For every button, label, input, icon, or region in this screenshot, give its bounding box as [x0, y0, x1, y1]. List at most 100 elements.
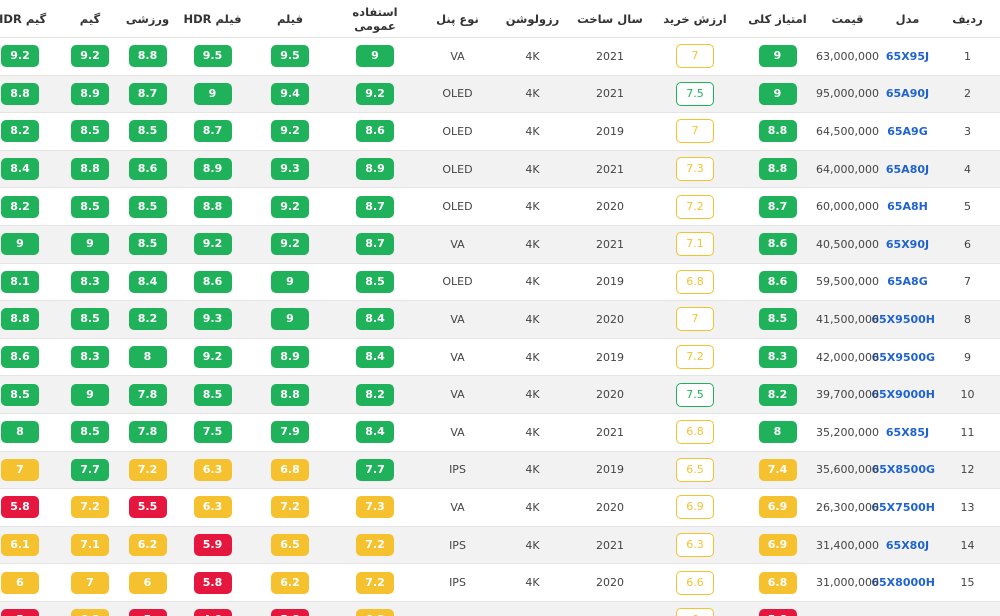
score-badge: 4.9	[193, 609, 232, 616]
table-row: 10 65X9000H 39,700,000 8.2 7.5 2020 4K VA 8.2 8.8…	[0, 375, 1000, 414]
table-cell: 39,700,000	[815, 375, 880, 414]
table-cell: 7.2	[330, 525, 420, 564]
score-badge: 8.9	[193, 158, 232, 181]
table-cell: 8.6	[120, 149, 175, 188]
model-link[interactable]: 65X8500G	[871, 463, 935, 477]
table-cell: 2	[935, 74, 1000, 113]
model-link[interactable]: 65X7000G	[872, 614, 935, 616]
table-cell: 8.8	[740, 112, 815, 151]
cell-text: OLED	[442, 87, 473, 101]
model-link[interactable]: 65X7500H	[871, 500, 935, 514]
cell-text: 2021	[596, 237, 624, 251]
table-cell: 8.6	[330, 112, 420, 151]
score-badge: 5	[1, 609, 39, 616]
score-badge: 8.3	[71, 346, 109, 369]
table-cell: 8	[935, 300, 1000, 339]
table-cell: 9.2	[250, 187, 330, 226]
score-badge: 8.8	[1, 308, 39, 331]
score-badge: 9	[71, 383, 109, 406]
cell-text: 26,300,000	[816, 500, 879, 514]
table-cell: 6.8	[740, 563, 815, 602]
table-cell: 4K	[495, 375, 570, 414]
value-badge: 6	[676, 608, 714, 616]
table-cell: 8.2	[740, 375, 815, 414]
cell-text: 2021	[596, 538, 624, 552]
model-link[interactable]: 65X8000H	[871, 576, 935, 590]
table-cell: 4K	[495, 300, 570, 339]
cell-text: VA	[450, 388, 465, 402]
model-link[interactable]: 65X90J	[885, 237, 930, 251]
table-cell: 6.3	[650, 525, 740, 564]
score-badge: 8.8	[193, 195, 232, 218]
table-cell: 2019	[570, 262, 650, 301]
cell-text: 39,700,000	[816, 388, 879, 402]
table-cell: 4K	[495, 488, 570, 527]
score-badge: 8.5	[128, 233, 167, 256]
table-row: 2 65A90J 95,000,000 9 7.5 2021 4K OLED 9.2 9.4 9 8.…	[0, 74, 1000, 113]
table-cell: 65X80J	[880, 525, 935, 564]
model-link[interactable]: 65X95J	[885, 49, 930, 63]
cell-text: 14	[960, 538, 975, 552]
table-cell: 12	[935, 450, 1000, 489]
table-cell: 65A90J	[880, 74, 935, 113]
value-badge: 7.2	[676, 345, 714, 370]
model-link[interactable]: 65X80J	[885, 538, 930, 552]
table-cell: 9	[60, 375, 120, 414]
column-header: فیلم HDR	[183, 11, 242, 26]
score-badge: 9.2	[193, 233, 232, 256]
table-cell: 6.3	[175, 488, 250, 527]
table-cell: 7	[0, 450, 60, 489]
table-cell: 6.5	[650, 450, 740, 489]
model-link[interactable]: 65X85J	[885, 425, 930, 439]
table-body: 1 65X95J 63,000,000 9 7 2021 4K VA 9 9.5 9.5 8.8 9.2…	[0, 37, 1000, 616]
cell-text: 3	[964, 124, 971, 138]
model-link[interactable]: 65X9500H	[871, 312, 935, 326]
cell-text: 6	[964, 237, 971, 251]
score-badge: 8.5	[71, 308, 109, 331]
table-cell: 65X8000H	[871, 563, 935, 602]
table-cell: 5.9	[175, 525, 250, 564]
table-cell: 6.9	[740, 488, 815, 527]
cell-text: 4K	[525, 576, 540, 590]
table-cell: 8.3	[740, 337, 815, 376]
table-cell: 6.3	[60, 600, 120, 616]
table-cell: 7.5	[650, 375, 740, 414]
table-cell: 6	[0, 563, 60, 602]
model-link[interactable]: 65A90J	[885, 87, 930, 101]
table-cell: 8.3	[60, 337, 120, 376]
column-header: گیم	[79, 11, 101, 26]
table-cell: 8.8	[120, 37, 175, 76]
table-cell: 6.3	[330, 600, 420, 616]
score-badge: 9.4	[271, 82, 309, 105]
model-link[interactable]: 65X9500G	[871, 350, 935, 364]
table-cell: 8.7	[175, 112, 250, 151]
model-link[interactable]: 65A9G	[887, 124, 928, 138]
table-cell: 8.8	[250, 375, 330, 414]
cell-text: 5	[964, 200, 971, 214]
table-cell: VA	[420, 224, 495, 264]
table-cell: 9	[740, 74, 815, 113]
table-cell: 8.4	[330, 300, 420, 339]
table-cell: 9	[175, 74, 250, 113]
table-cell: 65X7000G	[872, 600, 935, 616]
cell-text: 4K	[525, 614, 539, 616]
table-cell: 8.3	[60, 262, 120, 301]
table-cell: OLED	[420, 112, 495, 151]
cell-text: 2020	[596, 200, 624, 214]
column-header: رزولوشن	[505, 11, 560, 26]
score-badge: 8.8	[758, 158, 797, 181]
table-cell: 4K	[495, 337, 570, 376]
model-link[interactable]: 65A8H	[887, 200, 928, 214]
model-link[interactable]: 65A80J	[885, 162, 930, 176]
table-cell: 4K	[495, 412, 570, 452]
model-link[interactable]: 65X9000H	[871, 388, 935, 402]
table-cell: 15	[935, 563, 1000, 602]
score-badge: 8.7	[758, 195, 797, 218]
table-cell: 8.4	[0, 149, 60, 188]
table-cell: 7	[650, 37, 740, 76]
table-cell: 7.5	[650, 74, 740, 113]
cell-text: 2021	[596, 425, 624, 439]
table-cell: 8.5	[120, 187, 175, 226]
model-link[interactable]: 65A8G	[887, 275, 928, 289]
score-badge: 8.6	[193, 270, 232, 293]
